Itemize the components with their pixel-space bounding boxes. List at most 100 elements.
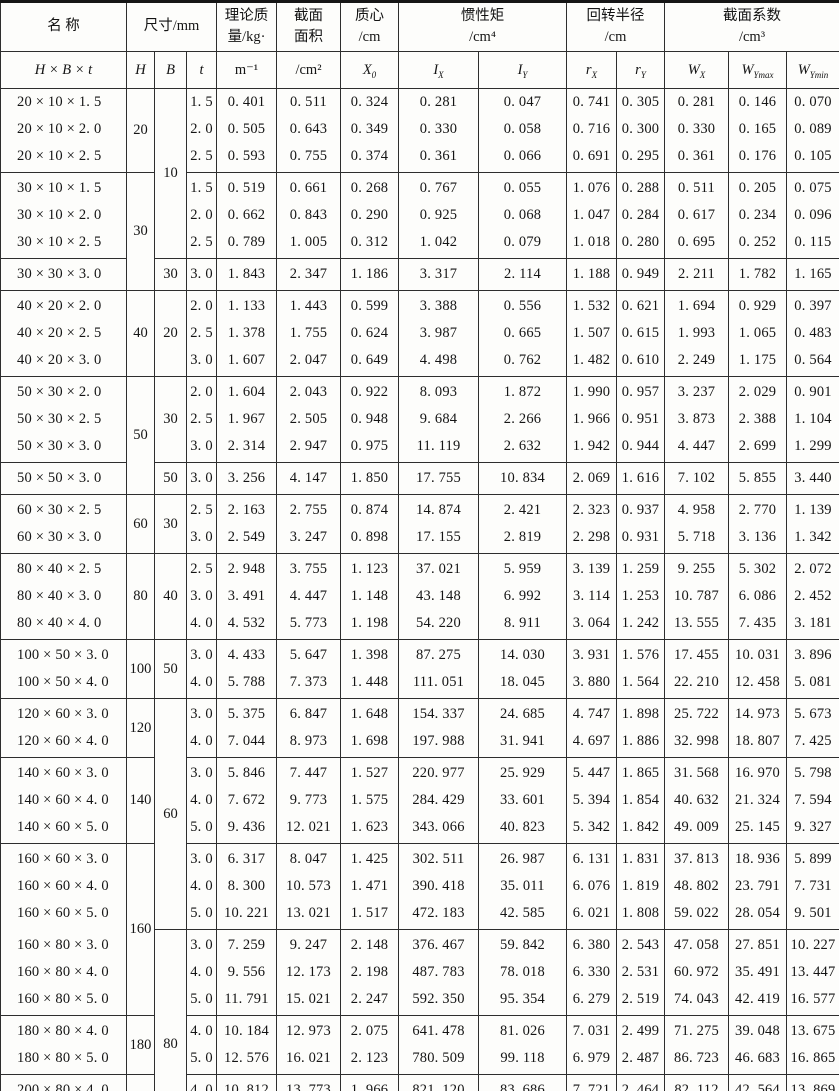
cell-x0: 2. 148 <box>340 929 399 959</box>
cell-wx: 3. 237 <box>664 376 729 406</box>
table-row: 100 × 50 × 3. 0 100 50 3. 0 4. 433 5. 647 1. 3… <box>0 639 839 699</box>
cell-mass: 2. 163 <box>216 494 277 524</box>
cell-wymax: 2. 699 <box>728 433 787 463</box>
cell-wx: 1. 694 <box>664 290 729 320</box>
cell-wx: 4. 958 <box>664 494 729 524</box>
cell-t: 2. 5 <box>186 229 217 259</box>
cell-name: 20 × 10 × 2. 0 <box>0 116 127 143</box>
cell-wymax: 6. 086 <box>728 583 787 610</box>
cell-wymax: 0. 252 <box>728 229 787 259</box>
cell-iy: 99. 118 <box>478 1045 567 1075</box>
cell-wymax: 18. 807 <box>728 728 787 758</box>
cell-ry: 2. 531 <box>616 959 665 986</box>
cell-name: 100 × 50 × 4. 0 <box>0 669 127 699</box>
cell-x0: 1. 648 <box>340 698 399 728</box>
cell-name: 60 × 30 × 3. 0 <box>0 524 127 554</box>
cell-area: 9. 247 <box>276 929 341 959</box>
cell-t: 5. 0 <box>186 900 217 930</box>
cell-iy: 78. 018 <box>478 959 567 986</box>
cell-wymax: 2. 770 <box>728 494 787 524</box>
table-row: 20 × 10 × 2. 0 2. 0 0. 505 0. 643 0. 349 0. 3… <box>0 116 839 143</box>
cell-rx: 2. 298 <box>566 524 617 554</box>
cell-area: 5. 647 <box>276 639 341 669</box>
cell-rx: 2. 069 <box>566 462 617 495</box>
cell-iy: 2. 819 <box>478 524 567 554</box>
cell-area: 2. 043 <box>276 376 341 406</box>
cell-wymin: 3. 181 <box>785 610 839 640</box>
cell-wymax: 21. 324 <box>728 787 787 814</box>
cell-mass: 0. 662 <box>216 202 277 229</box>
cell-wymin: 9. 501 <box>785 900 839 930</box>
cell-area: 0. 843 <box>276 202 341 229</box>
cell-rx: 6. 330 <box>566 959 617 986</box>
cell-wx: 0. 330 <box>664 116 729 143</box>
cell-ix: 17. 755 <box>398 462 479 495</box>
cell-t: 2. 5 <box>186 553 217 583</box>
cell-iy: 0. 665 <box>478 320 567 347</box>
cell-wx: 3. 873 <box>664 406 729 433</box>
cell-iy: 2. 632 <box>478 433 567 463</box>
cell-wymax: 0. 205 <box>728 172 787 202</box>
cell-wx: 1. 993 <box>664 320 729 347</box>
cell-t: 3. 0 <box>186 462 217 495</box>
cell-ry: 1. 808 <box>616 900 665 930</box>
cell-wymin: 9. 327 <box>785 814 839 844</box>
cell-name: 160 × 80 × 4. 0 <box>0 959 127 986</box>
cell-ry: 0. 944 <box>616 433 665 463</box>
col-header-name: 名 称 <box>0 1 127 52</box>
cell-area: 0. 643 <box>276 116 341 143</box>
cell-ix: 11. 119 <box>398 433 479 463</box>
cell-mass: 3. 256 <box>216 462 277 495</box>
cell-wx: 25. 722 <box>664 698 729 728</box>
table-row: 140 × 60 × 3. 0 140 3. 0 5. 846 7. 447 1. 527… <box>0 757 839 844</box>
cell-mass: 1. 604 <box>216 376 277 406</box>
cell-t: 4. 0 <box>186 1074 217 1091</box>
cell-wymin: 0. 075 <box>785 172 839 202</box>
cell-wymax: 28. 054 <box>728 900 787 930</box>
cell-wx: 37. 813 <box>664 843 729 873</box>
cell-iy: 59. 842 <box>478 929 567 959</box>
cell-wymax: 10. 031 <box>728 639 787 669</box>
cell-mass: 6. 317 <box>216 843 277 873</box>
cell-wymax: 42. 564 <box>728 1074 787 1091</box>
cell-mass: 1. 133 <box>216 290 277 320</box>
cell-wymin: 5. 798 <box>785 757 839 787</box>
cell-t: 3. 0 <box>186 524 217 554</box>
cell-ix: 641. 478 <box>398 1015 479 1045</box>
cell-name: 160 × 80 × 5. 0 <box>0 986 127 1016</box>
cell-rx: 1. 047 <box>566 202 617 229</box>
cell-t: 4. 0 <box>186 959 217 986</box>
cell-wymin: 3. 440 <box>785 462 839 495</box>
cell-ry: 0. 610 <box>616 347 665 377</box>
col-header-mass-unit: m⁻¹ <box>216 51 277 89</box>
cell-mass: 1. 967 <box>216 406 277 433</box>
cell-mass: 1. 607 <box>216 347 277 377</box>
cell-ix: 302. 511 <box>398 843 479 873</box>
cell-b: 20 <box>154 290 187 377</box>
cell-ry: 2. 499 <box>616 1015 665 1045</box>
cell-x0: 0. 324 <box>340 88 399 116</box>
cell-mass: 7. 259 <box>216 929 277 959</box>
cell-t: 2. 5 <box>186 406 217 433</box>
cell-ry: 1. 842 <box>616 814 665 844</box>
cell-area: 13. 773 <box>276 1074 341 1091</box>
cell-wx: 0. 361 <box>664 143 729 173</box>
cell-ry: 1. 898 <box>616 698 665 728</box>
cell-iy: 0. 055 <box>478 172 567 202</box>
cell-t: 3. 0 <box>186 698 217 728</box>
cell-wx: 7. 102 <box>664 462 729 495</box>
cell-wx: 32. 998 <box>664 728 729 758</box>
table-body: 20 × 10 × 1. 5 20 10 1. 5 0. 401 0. 511 0. 324… <box>0 88 839 1091</box>
cell-ry: 1. 576 <box>616 639 665 669</box>
cell-wymin: 0. 089 <box>785 116 839 143</box>
cell-ry: 1. 616 <box>616 462 665 495</box>
cell-wymax: 14. 973 <box>728 698 787 728</box>
cell-name: 40 × 20 × 2. 5 <box>0 320 127 347</box>
cell-ix: 1. 042 <box>398 229 479 259</box>
cell-wymax: 18. 936 <box>728 843 787 873</box>
cell-area: 0. 511 <box>276 88 341 116</box>
cell-name: 180 × 80 × 4. 0 <box>0 1015 127 1045</box>
cell-x0: 1. 517 <box>340 900 399 930</box>
cell-ry: 0. 951 <box>616 406 665 433</box>
cell-name: 180 × 80 × 5. 0 <box>0 1045 127 1075</box>
